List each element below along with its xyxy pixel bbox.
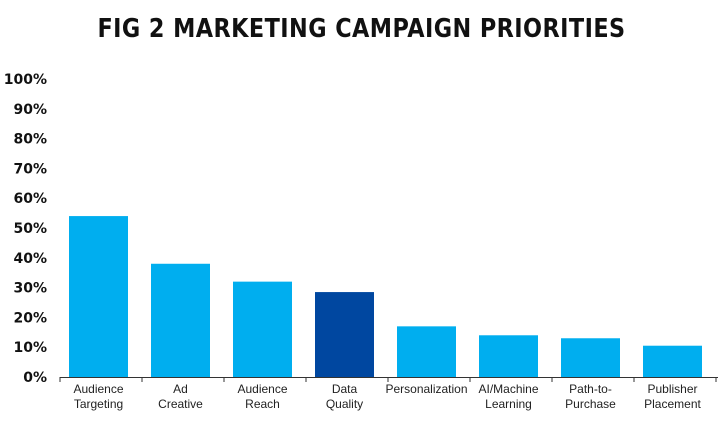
y-tick-label: 40%	[13, 251, 47, 267]
x-tick-label: Audience Reach	[237, 382, 287, 411]
chart-title: FIG 2 MARKETING CAMPAIGN PRIORITIES	[97, 14, 626, 44]
x-tick-label-line: Creative	[158, 397, 203, 411]
y-tick-label: 80%	[13, 132, 47, 148]
x-tick-label: Audience Targeting	[73, 382, 123, 411]
x-tick-label-line: Publisher	[647, 382, 697, 396]
x-tick-label: Ad Creative	[158, 382, 203, 411]
x-tick-label-line: Placement	[644, 397, 701, 411]
x-tick-label-line: Audience	[73, 382, 123, 396]
y-tick-label: 20%	[13, 310, 47, 326]
x-tick-label-line: Purchase	[565, 397, 616, 411]
x-tick-label-line: Audience	[237, 382, 287, 396]
x-tick-label-line: Ad	[173, 382, 188, 396]
bar	[479, 335, 538, 377]
y-tick-label: 60%	[13, 191, 47, 207]
bar	[233, 281, 292, 377]
bar	[151, 263, 210, 377]
bar	[69, 216, 128, 377]
y-tick-label: 30%	[13, 281, 47, 297]
x-tick-label-line: Data	[332, 382, 358, 396]
x-tick-label: Personalization	[385, 382, 467, 396]
x-tick-label-line: Personalization	[385, 382, 467, 396]
x-tick-label: Publisher Placement	[644, 382, 701, 411]
x-tick-label-line: Reach	[245, 397, 280, 411]
x-tick-label-line: Quality	[326, 397, 363, 411]
x-tick-label: Path-to-Purchase	[565, 382, 616, 411]
y-tick-label: 100%	[4, 72, 47, 88]
bar	[643, 345, 702, 377]
y-tick-label: 50%	[13, 221, 47, 237]
x-tick-label-line: Learning	[485, 397, 532, 411]
x-tick-label-line: AI/Machine	[478, 382, 538, 396]
bar	[561, 338, 620, 377]
x-tick-label-line: Targeting	[74, 397, 123, 411]
y-tick-label: 10%	[13, 340, 47, 356]
x-tick-label-line: Path-to-	[569, 382, 612, 396]
bar	[315, 292, 374, 377]
x-tick-label: Data Quality	[326, 382, 363, 411]
bar	[397, 326, 456, 377]
y-tick-label: 70%	[13, 161, 47, 177]
x-tick-label: AI/Machine Learning	[478, 382, 538, 411]
y-tick-label: 90%	[13, 102, 47, 118]
y-tick-label: 0%	[23, 370, 47, 386]
